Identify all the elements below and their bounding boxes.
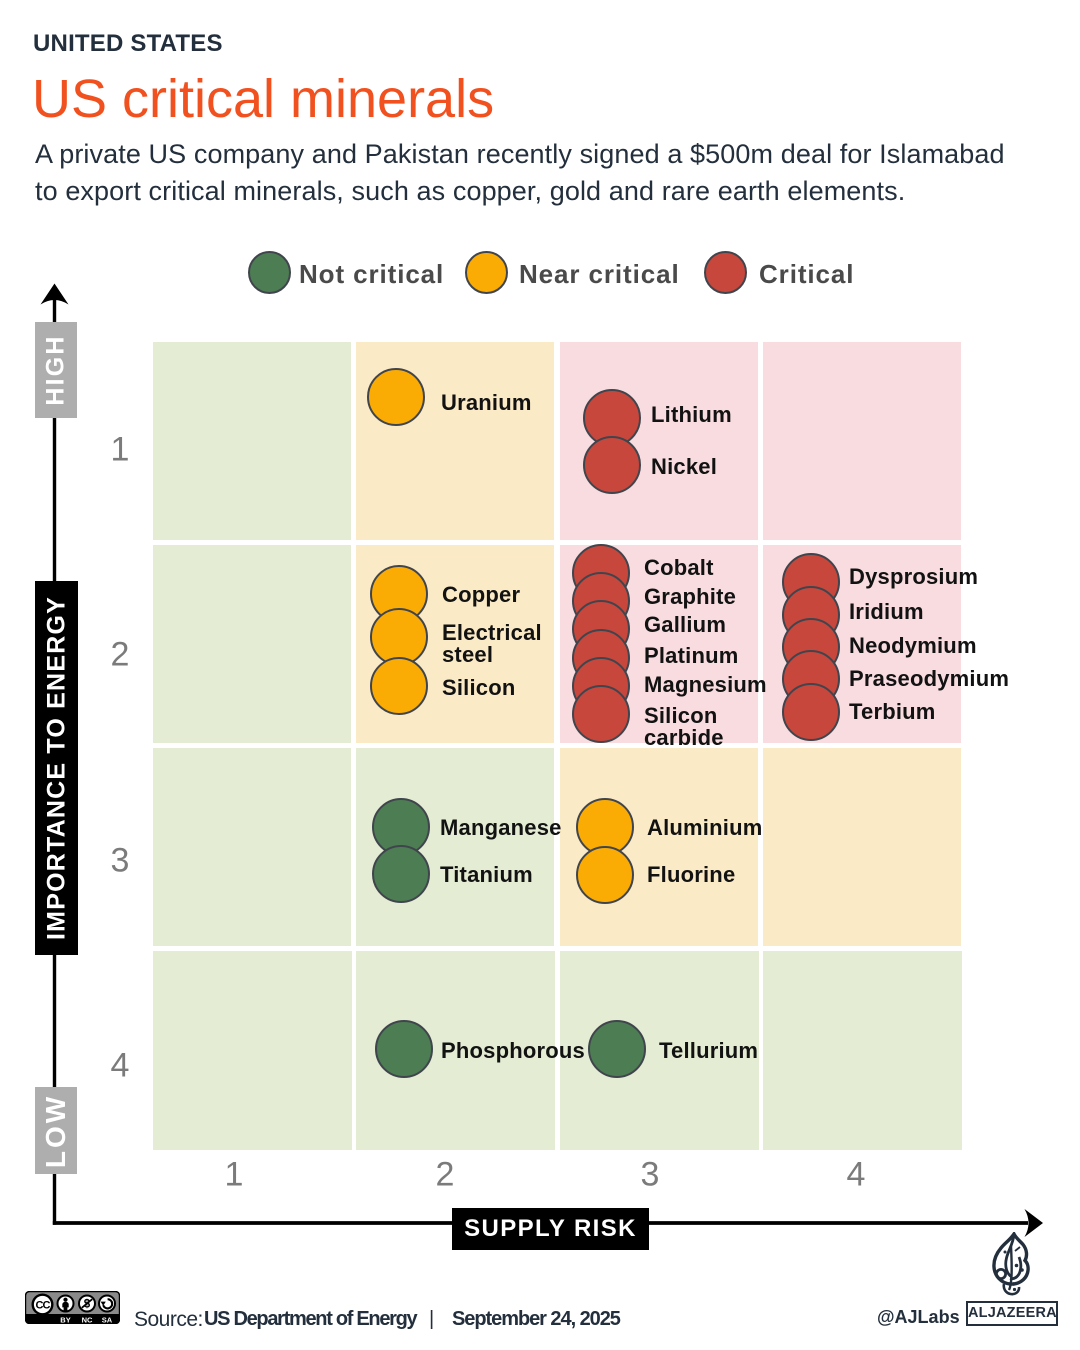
svg-text:BY: BY — [60, 1315, 70, 1324]
svg-text:NC: NC — [82, 1315, 93, 1324]
svg-text:CC: CC — [36, 1300, 51, 1312]
svg-text:SA: SA — [102, 1315, 113, 1324]
svg-text:$: $ — [84, 1299, 91, 1311]
